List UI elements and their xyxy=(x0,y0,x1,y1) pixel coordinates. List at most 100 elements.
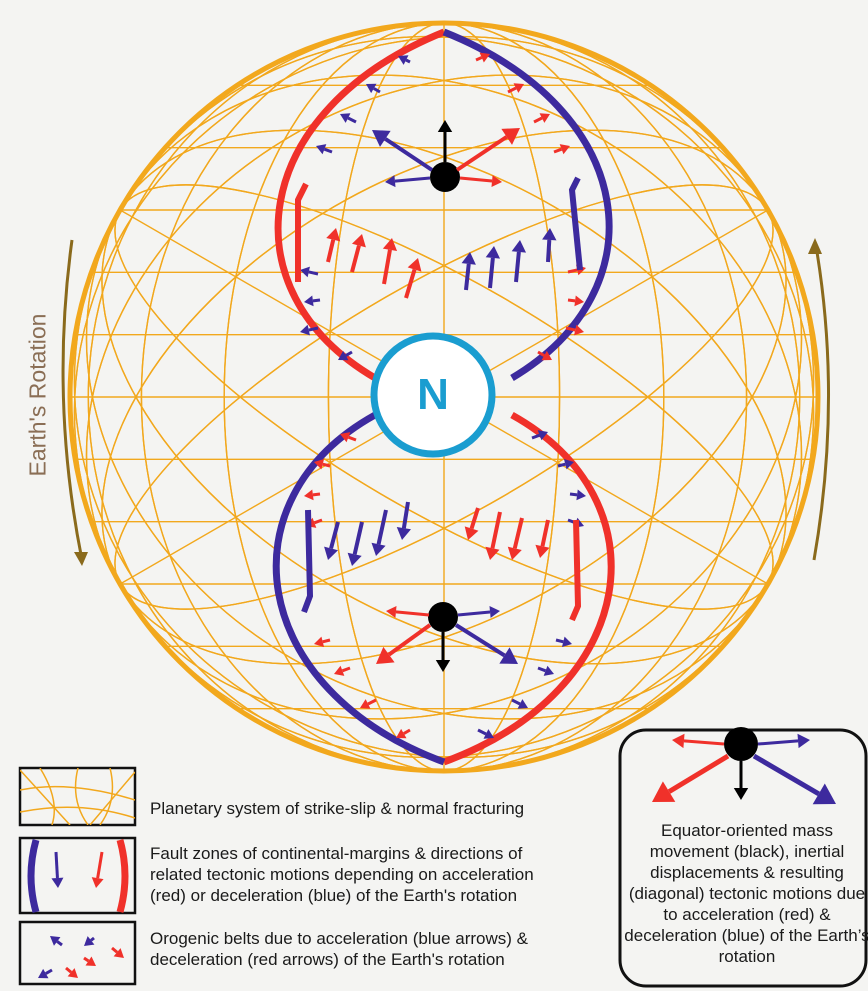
legend-orogenic-blue-head xyxy=(84,936,95,946)
orogenic-arrow-blue xyxy=(308,326,319,332)
orogenic-arrow-blue xyxy=(531,433,541,440)
orogenic-arrow-blue-head xyxy=(338,350,349,361)
red-arrow-south-head xyxy=(376,646,395,664)
tectonic-arrow-blue-long xyxy=(301,509,314,614)
red-arrow-north-head xyxy=(501,128,520,145)
red-arrow-north-side xyxy=(459,176,493,183)
legend-arrow-red-head xyxy=(91,877,104,888)
tectonic-arrow-blue xyxy=(401,501,410,529)
tectonic-arrow-blue-head xyxy=(511,240,527,253)
orogenic-arrow-blue xyxy=(569,492,578,497)
fault-blue-upper-right xyxy=(442,28,613,382)
orogenic-arrow-red-head xyxy=(314,636,325,648)
tectonic-arrow-red xyxy=(404,268,417,299)
tectonic-arrow-red xyxy=(490,511,502,549)
orogenic-arrow-blue xyxy=(557,462,566,468)
orogenic-arrow-blue xyxy=(537,666,547,673)
tectonic-arrow-red-head xyxy=(507,546,522,560)
legend-fault-text: Fault zones of continental-margins & dir… xyxy=(150,844,534,905)
orogenic-arrow-red xyxy=(367,698,377,706)
orogenic-arrow-red-head xyxy=(513,83,524,93)
orogenic-arrow-blue xyxy=(312,298,321,303)
orogenic-arrow-blue xyxy=(511,698,521,706)
inset-red-diagonal xyxy=(667,753,730,794)
red-arrow-north xyxy=(455,135,508,172)
tectonic-arrow-blue xyxy=(464,263,471,291)
orogenic-arrow-red xyxy=(403,728,411,735)
tectonic-arrow-blue xyxy=(514,251,521,283)
orogenic-arrow-blue-head xyxy=(563,458,574,470)
orogenic-arrow-red-head xyxy=(559,144,570,155)
orogenic-arrow-red-head xyxy=(541,350,552,361)
rotation-arrowhead-left xyxy=(74,552,88,566)
orogenic-arrow-blue-head xyxy=(398,55,409,65)
inset-arrows xyxy=(652,727,836,805)
legend-orogenic-red-head xyxy=(67,968,78,978)
orogenic-arrow-red xyxy=(475,56,483,62)
orogenic-arrow-blue xyxy=(477,728,487,736)
tectonic-arrow-red xyxy=(512,517,524,549)
legend-fracture-line xyxy=(39,768,55,825)
inset-blue-diagonal-head xyxy=(812,783,836,805)
blue-arrow-north xyxy=(384,137,434,172)
orogenic-arrow-red xyxy=(341,666,351,673)
orogenic-arrow-blue-head xyxy=(300,266,310,278)
tectonic-arrow-red-head xyxy=(407,258,422,272)
orogenic-arrow-blue-head xyxy=(483,729,494,739)
tectonic-arrow-blue xyxy=(376,509,388,545)
red-arrow-south-side xyxy=(395,610,430,617)
legend-fracture-box xyxy=(18,766,137,827)
tectonic-arrow-blue-long xyxy=(568,176,583,271)
inset-blue-diagonal xyxy=(752,753,821,797)
inset-red-side xyxy=(683,739,725,746)
legend-orogenic-blue xyxy=(56,940,63,947)
orogenic-arrow-red-head xyxy=(396,728,407,739)
legend-icons xyxy=(18,766,137,986)
rotation-label: Earth's Rotation xyxy=(24,313,51,477)
orogenic-arrow-red xyxy=(565,326,576,332)
rotation-arrowhead-right xyxy=(808,238,822,254)
grid-meridian xyxy=(223,23,665,771)
tectonic-arrow-red xyxy=(469,507,480,530)
legend-fault-box xyxy=(18,836,137,915)
legend-fracture-line xyxy=(20,806,135,819)
legend-orogenic-blue-head xyxy=(38,968,49,979)
orogenic-arrow-blue xyxy=(308,270,319,276)
tectonic-arrow-red-head xyxy=(535,544,550,558)
orogenic-arrow-blue xyxy=(405,58,411,64)
orogenic-arrow-blue-head xyxy=(517,699,528,709)
tectonic-arrow-red xyxy=(382,249,392,285)
tectonic-arrow-blue xyxy=(546,239,552,263)
red-arrow-south-side-head xyxy=(386,605,397,618)
tectonic-arrow-blue-head xyxy=(324,546,339,560)
legend-fault-blue xyxy=(27,839,40,913)
legend-orogenic-blue xyxy=(90,936,95,942)
orogenic-arrow-red-head xyxy=(539,113,550,123)
blue-arrow-south-side-head xyxy=(489,605,500,618)
legend-fracture-line xyxy=(20,785,135,801)
legend-fracture-line xyxy=(89,771,135,825)
legend-arrow-red xyxy=(96,851,104,879)
tectonic-arrow-blue xyxy=(329,521,340,549)
legend-orogenic-blue xyxy=(45,968,53,975)
orogenic-arrow-blue xyxy=(345,350,353,357)
orogenic-arrow-blue-head xyxy=(576,489,586,501)
tectonic-arrow-blue-head xyxy=(461,252,476,265)
blue-arrow-south-head xyxy=(499,647,518,664)
orogenic-arrow-red-head xyxy=(574,324,584,336)
inset-red-diagonal-head xyxy=(652,781,676,802)
legend-orogenic-box xyxy=(18,920,137,986)
orogenic-arrow-blue-head xyxy=(543,665,554,676)
red-arrow-north-side-head xyxy=(491,175,502,188)
tectonic-arrow-red xyxy=(350,245,361,273)
orogenic-arrow-blue xyxy=(323,147,333,154)
tectonic-arrow-red-head xyxy=(464,526,479,540)
inset-red-side-head xyxy=(672,733,685,749)
orogenic-arrow-red xyxy=(533,116,543,124)
legend-fracture-lines xyxy=(20,768,135,825)
tectonic-arrow-red-head xyxy=(326,228,341,242)
blue-arrow-south-side xyxy=(457,610,491,617)
fault-blue-lower-left xyxy=(272,411,446,766)
orogenic-arrow-blue xyxy=(347,116,357,124)
tectonic-arrow-blue-head xyxy=(485,246,501,259)
